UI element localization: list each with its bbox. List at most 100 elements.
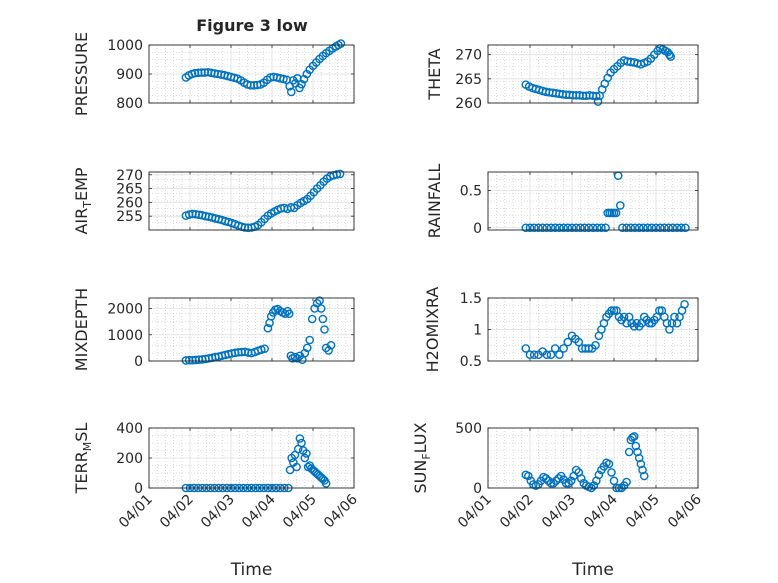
- data-point: [576, 474, 586, 483]
- data-point: [622, 477, 631, 487]
- data-point: [284, 309, 294, 319]
- y-axis-label: PRESSURE: [72, 32, 91, 116]
- data-point: [631, 441, 641, 451]
- data-point: [292, 462, 301, 472]
- data-point: [534, 223, 543, 233]
- data-point: [633, 447, 642, 457]
- data-point: [555, 223, 564, 233]
- y-axis-label-main: TERR: [72, 451, 91, 494]
- data-point: [295, 434, 305, 443]
- axes-frame: [487, 44, 699, 104]
- y-tick-label: 0: [134, 354, 143, 370]
- y-axis-label-subscript: M: [81, 442, 94, 452]
- x-tick-label: 04/04: [581, 491, 621, 531]
- y-tick-label: 270: [455, 48, 482, 64]
- data-point: [634, 453, 644, 463]
- data-point: [559, 344, 568, 353]
- data-point: [542, 223, 552, 233]
- data-point: [593, 97, 603, 106]
- x-tick-label: 04/01: [455, 492, 495, 532]
- data-point: [546, 350, 556, 360]
- y-tick-label: 270: [116, 168, 143, 184]
- y-axis-label: AIRTEMP: [72, 167, 94, 234]
- y-axis-label-suffix: SL: [72, 423, 91, 442]
- data-point: [655, 223, 665, 233]
- data-point: [571, 223, 581, 233]
- data-point: [335, 169, 345, 179]
- data-point: [550, 344, 560, 353]
- data-point: [297, 79, 306, 89]
- axes-h2omixra: 0.5 1 1.5 H2OMIXRA: [423, 287, 699, 373]
- data-point: [521, 223, 531, 233]
- data-point: [592, 91, 601, 101]
- data-point: [529, 350, 539, 360]
- data-point: [580, 223, 589, 233]
- data-point: [305, 335, 315, 345]
- y-axis-label-main: RAINFALL: [425, 164, 444, 239]
- data-point: [293, 354, 302, 363]
- y-tick-label: 265: [455, 72, 482, 88]
- data-point: [681, 223, 690, 233]
- data-point: [584, 344, 594, 353]
- data-point: [636, 459, 646, 469]
- y-axis-label: RAINFALL: [425, 164, 444, 239]
- data-point: [525, 223, 535, 233]
- y-tick-label: 800: [116, 96, 143, 112]
- y-axis-label: TERRMSL: [72, 423, 94, 495]
- x-tick-label: 04/02: [497, 492, 537, 532]
- axes-pressure: 800 900 1000 PRESSURE: [72, 32, 355, 116]
- y-axis-label-main: H2OMIXRA: [423, 287, 442, 373]
- data-point: [634, 223, 644, 233]
- data-point: [524, 471, 533, 481]
- y-tick-label: 400: [116, 421, 143, 437]
- y-tick-label: 1000: [107, 38, 143, 54]
- data-point: [609, 306, 619, 315]
- x-axis-label: Time: [230, 560, 273, 580]
- data-point: [680, 299, 689, 309]
- data-point: [607, 468, 616, 477]
- data-point: [638, 465, 647, 475]
- data-point: [525, 350, 535, 360]
- data-point: [655, 306, 664, 315]
- axes-frame: [487, 171, 699, 231]
- data-point: [286, 87, 296, 97]
- data-point: [302, 449, 311, 458]
- y-axis-label: THETA: [425, 48, 444, 100]
- data-point: [566, 476, 576, 486]
- data-point: [639, 223, 648, 233]
- axes-theta: 260 265 270 THETA: [425, 44, 699, 112]
- y-tick-label: 0: [473, 221, 482, 237]
- axes-terrmsl: 0 200 400 TERRMSL 04/01 04/02 04/03 04/04 04/05 0…: [72, 421, 361, 580]
- data-point: [564, 478, 573, 488]
- x-tick-label: 04/02: [157, 492, 197, 532]
- y-axis-label-main: PRESSURE: [72, 32, 91, 116]
- data-point: [529, 223, 539, 233]
- data-point: [611, 208, 621, 218]
- data-point: [604, 459, 614, 469]
- data-point: [541, 474, 551, 483]
- data-point: [616, 201, 625, 210]
- data-point: [630, 223, 640, 233]
- y-tick-label: 260: [116, 195, 143, 211]
- axes-frame: [487, 427, 699, 489]
- data-point: [559, 223, 568, 233]
- data-point: [576, 223, 585, 233]
- x-tick-label: 04/01: [116, 492, 156, 532]
- data-point: [594, 470, 604, 480]
- data-point: [607, 306, 616, 315]
- data-point: [554, 474, 563, 483]
- data-point: [300, 348, 310, 358]
- data-point: [546, 478, 556, 488]
- data-point: [639, 471, 649, 481]
- x-axis-label: Time: [571, 560, 614, 580]
- data-point: [549, 478, 558, 488]
- data-point: [336, 39, 346, 48]
- data-point: [666, 52, 676, 61]
- y-tick-label: 0.5: [460, 184, 482, 200]
- data-point: [332, 170, 342, 179]
- x-tick-label: 04/06: [665, 491, 705, 531]
- y-tick-label: 265: [116, 182, 143, 198]
- x-tick-label: 04/04: [239, 491, 279, 531]
